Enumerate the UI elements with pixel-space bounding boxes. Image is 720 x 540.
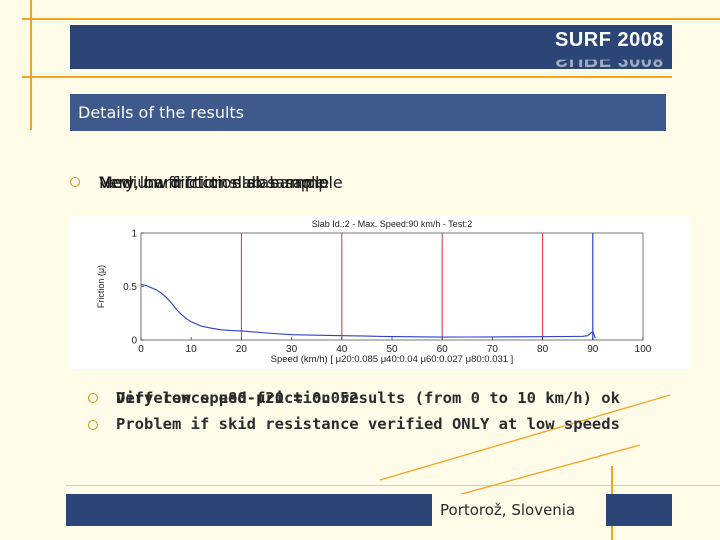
x-tick-label-20: 20 (236, 344, 248, 355)
section-title-bar: Details of the results (70, 94, 666, 131)
header-banner: SURF 2008 SURF 2008 (70, 25, 672, 69)
footer-bar: Portorož, Slovenia (66, 494, 672, 526)
chart-title: Slab Id.:2 - Max. Speed:90 km/h - Test:2 (312, 219, 472, 229)
x-tick-label-0: 0 (138, 344, 144, 355)
bullet-overlap-text-b: Very low speed friction results (from 0 … (116, 389, 620, 407)
frame-line-top (22, 18, 720, 20)
x-tick-label-40: 40 (336, 344, 348, 355)
plot-area (140, 232, 644, 341)
section-title: Details of the results (78, 103, 245, 122)
frame-line-upper (22, 76, 672, 78)
footer-location: Portorož, Slovenia (440, 501, 576, 519)
chart-svg: 0 10 20 30 40 50 60 70 80 90 100 0 0.5 1 Slab Id.:2 - … (96, 219, 652, 365)
x-tick-label-30: 30 (286, 344, 298, 355)
y-tick-label-0.5: 0.5 (123, 282, 137, 293)
bullet-marker-2 (88, 420, 98, 430)
x-tick-label-50: 50 (386, 344, 398, 355)
bullet-overlap-text-1: Very low friction slab sample (99, 173, 330, 192)
x-tick-label-70: 70 (487, 344, 499, 355)
x-tick-label-80: 80 (537, 344, 549, 355)
y-tick-label-0: 0 (131, 336, 137, 347)
footer-label-box: Portorož, Slovenia (432, 494, 606, 526)
bullet-marker-1 (88, 393, 98, 403)
y-axis-label: Friction (μ) (96, 265, 106, 308)
frame-line-bottom (66, 485, 720, 486)
bullet-marker-top (70, 177, 80, 187)
logo: SURF 2008 (555, 29, 664, 51)
bullet-overlap-text-3: New, hard friction slab sample (99, 173, 343, 192)
x-tick-label-100: 100 (635, 344, 652, 355)
x-tick-label-90: 90 (587, 344, 599, 355)
bullet-overlap-text-2: Medium friction slab sample (99, 173, 326, 192)
friction-series-line-0 (140, 283, 596, 339)
friction-chart: 0 10 20 30 40 50 60 70 80 90 100 0 0.5 1 Slab Id.:2 - … (70, 216, 690, 369)
bullet-overlap-text-a: Difference μ80-μ20 = 0.052 (116, 389, 359, 407)
x-tick-label-60: 60 (437, 344, 449, 355)
frame-line-left (30, 0, 32, 130)
x-axis-label: Speed (km/h) [ μ20:0.085 μ40:0.04 μ60:0.… (271, 354, 514, 365)
x-tick-label-10: 10 (186, 344, 198, 355)
y-tick-label-1: 1 (131, 229, 137, 240)
bullet-text-2: Problem if skid resistance verified ONLY… (116, 415, 620, 433)
